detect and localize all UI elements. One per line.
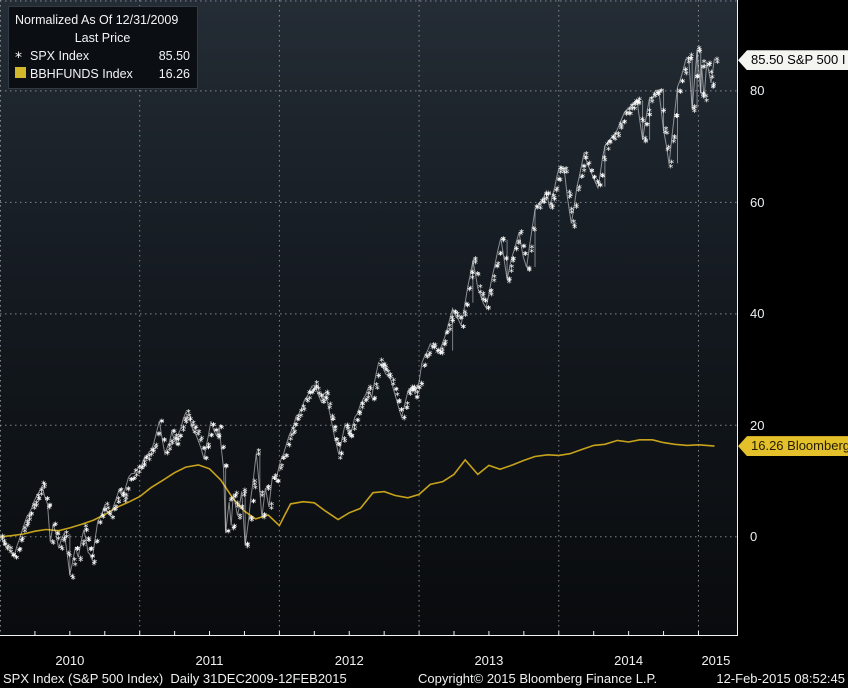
year-label-2014: 2014 <box>614 653 644 668</box>
legend-subtitle: Last Price <box>74 31 131 45</box>
footer-status-bar: SPX Index (S&P 500 Index) Daily 31DEC200… <box>0 671 848 687</box>
x-axis-label-band <box>0 636 848 660</box>
legend-row-spx[interactable]: * SPX Index 85.50 <box>15 47 190 65</box>
year-label-2015: 2015 <box>701 653 731 668</box>
legend-value-spx: 85.50 <box>158 49 190 63</box>
bbhfunds-series <box>0 438 715 538</box>
square-marker-icon <box>15 65 30 83</box>
year-label-2012: 2012 <box>334 653 364 668</box>
footer-copyright: Copyright© 2015 Bloomberg Finance L.P. <box>418 671 658 686</box>
year-label-2010: 2010 <box>55 653 85 668</box>
y-tick-label-0: 0 <box>750 529 758 545</box>
plot-background <box>0 0 738 636</box>
chart-legend[interactable]: Normalized As Of 12/31/2009 Last Price *… <box>8 6 198 89</box>
legend-title: Normalized As Of 12/31/2009 <box>15 13 179 27</box>
legend-value-bbhfunds: 16.26 <box>158 67 190 81</box>
asterisk-marker-icon: * <box>15 50 22 66</box>
year-label-2011: 2011 <box>195 653 224 668</box>
year-label-2013: 2013 <box>474 653 504 668</box>
svg-text:******************************: ****************************************… <box>0 389 315 586</box>
svg-text:******************************: ****************************************… <box>618 45 720 174</box>
svg-text:******************************: ****************************************… <box>311 130 621 466</box>
legend-label-bbhfunds: BBHFUNDS Index <box>30 67 133 81</box>
right-axis-panel <box>738 0 848 660</box>
footer-security-info: SPX Index (S&P 500 Index) Daily 31DEC200… <box>3 671 347 686</box>
gridlines <box>0 0 738 636</box>
y-tick-label-60: 60 <box>750 194 765 210</box>
legend-label-spx: SPX Index <box>30 49 90 63</box>
spx-series-line <box>0 50 715 575</box>
y-tick-label-20: 20 <box>750 417 765 433</box>
footer-band <box>0 660 848 688</box>
legend-row-bbhfunds[interactable]: BBHFUNDS Index 16.26 <box>15 65 190 83</box>
spx-series: ** **************************************… <box>0 45 720 586</box>
footer-timestamp: 12-Feb-2015 08:52:45 <box>716 671 845 686</box>
y-tick-label-80: 80 <box>750 83 765 99</box>
y-tick-label-40: 40 <box>750 306 765 322</box>
last-price-badge-spx: 85.50 S&P 500 I <box>738 50 848 71</box>
last-price-badge-bbhfunds: 16.26 Bloomberg <box>738 436 848 457</box>
